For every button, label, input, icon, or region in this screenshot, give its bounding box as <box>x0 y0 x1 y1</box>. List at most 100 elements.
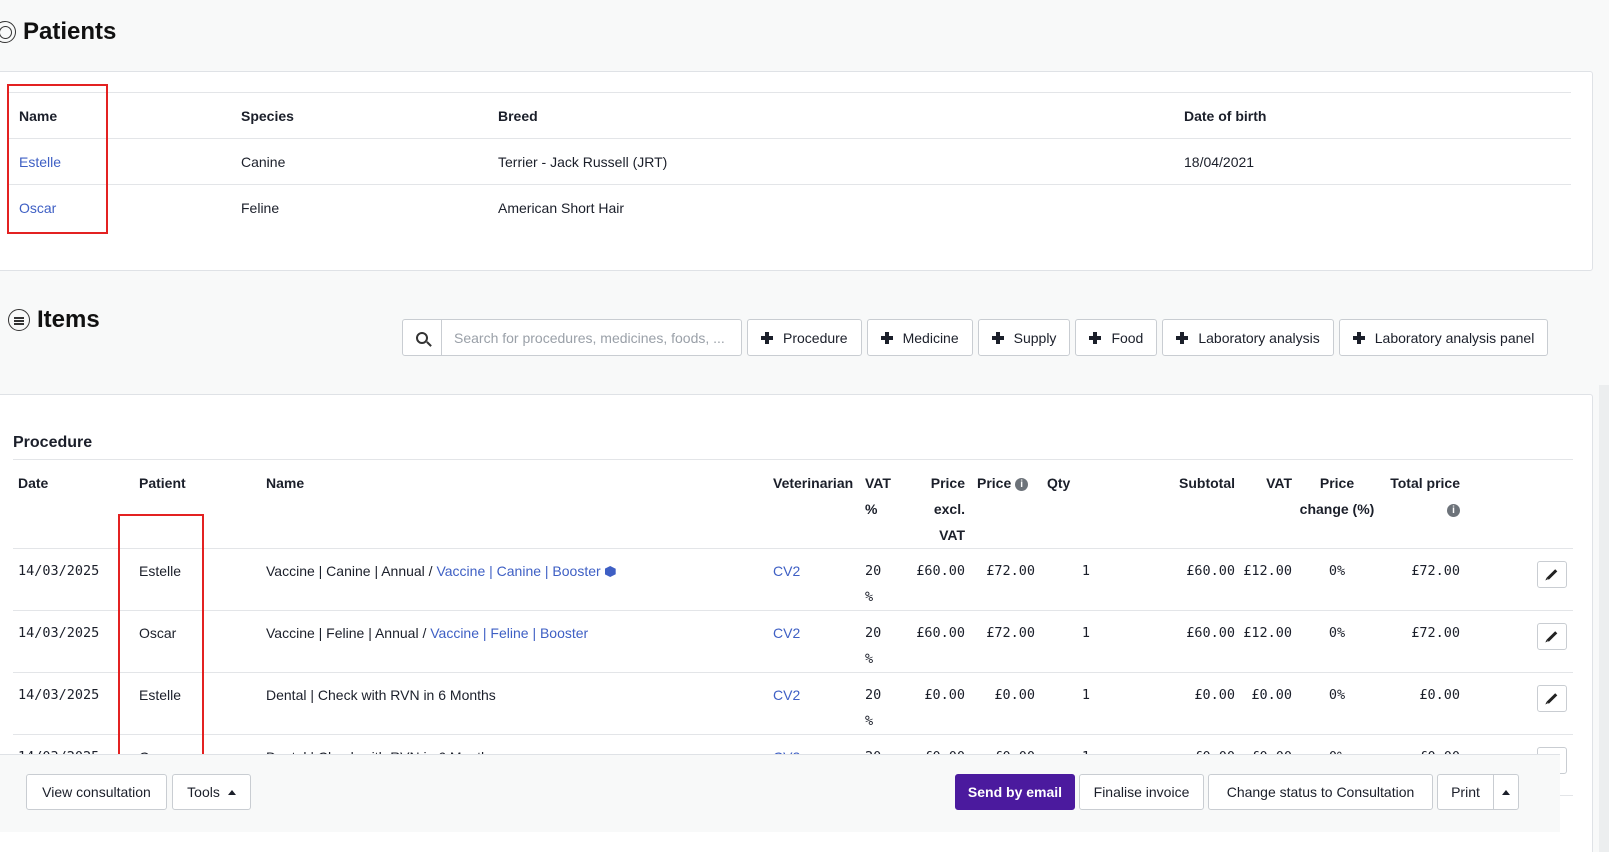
pencil-icon <box>1546 569 1558 580</box>
add-medicine-button[interactable]: Medicine <box>866 319 973 356</box>
row-price: £0.00 <box>965 672 1047 735</box>
row-vat-pct-value: 20 <box>865 687 882 703</box>
col-name: Name <box>266 459 773 549</box>
add-supply-button[interactable]: Supply <box>977 319 1071 356</box>
row-price: £72.00 <box>965 548 1047 611</box>
row-vat-pct: 20% <box>865 672 907 735</box>
row-price-excl: £0.00 <box>907 672 965 735</box>
search-button[interactable] <box>402 319 442 356</box>
row-actions <box>1460 610 1573 673</box>
patient-dob <box>1174 185 1571 231</box>
table-row: 14/03/2025 Oscar Vaccine | Feline | Annu… <box>13 610 1573 673</box>
col-vat-pct-line2: % <box>865 501 878 517</box>
col-total-price-label: Total price <box>1390 475 1460 491</box>
row-name: Dental | Check with RVN in 6 Months <box>266 672 773 735</box>
view-consultation-button[interactable]: View consultation <box>26 774 167 810</box>
plus-icon <box>991 331 1004 344</box>
plus-icon <box>1352 331 1365 344</box>
patients-table: Name Species Breed Date of birth Estelle… <box>9 92 1571 231</box>
change-status-button[interactable]: Change status to Consultation <box>1208 774 1433 810</box>
row-price-change: 0% <box>1292 672 1382 735</box>
col-breed: Breed <box>488 92 1174 139</box>
col-price-label: Price <box>977 475 1012 491</box>
list-icon <box>8 309 30 331</box>
package-icon <box>604 566 616 577</box>
row-name: Vaccine | Canine | Annual / Vaccine | Ca… <box>266 548 773 611</box>
row-price: £72.00 <box>965 610 1047 673</box>
row-vat-pct-value: 20 <box>865 563 882 579</box>
caret-up-icon <box>1502 789 1510 795</box>
col-date: Date <box>13 459 139 549</box>
row-patient: Estelle <box>139 548 266 611</box>
row-subtotal: £60.00 <box>1102 610 1235 673</box>
table-row: 14/03/2025 Estelle Vaccine | Canine | An… <box>13 548 1573 611</box>
add-lab-panel-button[interactable]: Laboratory analysis panel <box>1338 319 1549 356</box>
add-procedure-button[interactable]: Procedure <box>747 319 862 356</box>
patient-breed: Terrier - Jack Russell (JRT) <box>488 138 1174 185</box>
caret-up-icon <box>227 789 236 795</box>
row-name-link[interactable]: Vaccine | Canine | Booster <box>436 563 601 579</box>
tools-dropdown-button[interactable]: Tools <box>172 774 251 810</box>
info-icon[interactable]: i <box>1447 503 1460 517</box>
col-species: Species <box>231 92 488 139</box>
row-vat-pct-unit: % <box>865 713 874 729</box>
procedure-header-row: Date Patient Name Veterinarian VAT% Pric… <box>13 459 1573 549</box>
table-row: Estelle Canine Terrier - Jack Russell (J… <box>9 138 1571 185</box>
table-row: Oscar Feline American Short Hair <box>9 185 1571 231</box>
row-name: Vaccine | Feline | Annual / Vaccine | Fe… <box>266 610 773 673</box>
col-price-excl-line1: Price <box>930 475 965 491</box>
patients-card: Name Species Breed Date of birth Estelle… <box>0 71 1593 271</box>
finalise-invoice-button[interactable]: Finalise invoice <box>1079 774 1204 810</box>
procedure-table: Date Patient Name Veterinarian VAT% Pric… <box>13 459 1573 796</box>
row-vet-link[interactable]: CV2 <box>773 610 865 673</box>
plus-icon <box>1089 331 1102 344</box>
row-vat: £12.00 <box>1235 548 1292 611</box>
button-label: Laboratory analysis <box>1198 329 1320 346</box>
edit-button[interactable] <box>1537 561 1567 588</box>
patient-species: Canine <box>231 138 488 185</box>
patients-header-row: Name Species Breed Date of birth <box>9 92 1571 139</box>
row-price-change: 0% <box>1292 548 1382 611</box>
row-vat-pct-value: 20 <box>865 625 882 641</box>
row-qty: 1 <box>1047 610 1102 673</box>
plus-icon <box>1176 331 1189 344</box>
button-label: Supply <box>1013 329 1057 346</box>
row-name-link[interactable]: Vaccine | Feline | Booster <box>430 625 589 641</box>
row-vet-link[interactable]: CV2 <box>773 548 865 611</box>
row-vet-link[interactable]: CV2 <box>773 672 865 735</box>
row-date: 14/03/2025 <box>13 548 139 611</box>
row-date: 14/03/2025 <box>13 672 139 735</box>
row-name-text: Vaccine | Canine | Annual / <box>266 563 437 579</box>
col-qty: Qty <box>1047 459 1102 549</box>
info-icon[interactable]: i <box>1015 477 1029 491</box>
send-by-email-button[interactable]: Send by email <box>955 774 1075 810</box>
button-label: Medicine <box>902 329 959 346</box>
add-lab-analysis-button[interactable]: Laboratory analysis <box>1162 319 1334 356</box>
patients-title: Patients <box>23 18 117 45</box>
row-vat-pct: 20% <box>865 548 907 611</box>
row-vat: £0.00 <box>1235 672 1292 735</box>
add-food-button[interactable]: Food <box>1075 319 1158 356</box>
scrollbar[interactable] <box>1599 385 1609 852</box>
patient-link-oscar[interactable]: Oscar <box>19 199 57 216</box>
edit-button[interactable] <box>1537 623 1567 650</box>
print-options-button[interactable] <box>1493 774 1519 810</box>
col-price-excl: Price excl. VAT <box>907 459 965 549</box>
search-input[interactable] <box>442 319 742 356</box>
row-vat-pct-unit: % <box>865 651 874 667</box>
col-patient: Patient <box>139 459 266 549</box>
col-price-excl-line3: VAT <box>939 527 965 543</box>
row-actions <box>1460 548 1573 611</box>
row-total: £0.00 <box>1382 672 1460 735</box>
col-dob: Date of birth <box>1174 92 1571 139</box>
patient-link-estelle[interactable]: Estelle <box>19 153 62 170</box>
edit-button[interactable] <box>1537 685 1567 712</box>
col-total-price: Total price i <box>1382 459 1460 549</box>
print-button[interactable]: Print <box>1437 774 1494 810</box>
row-subtotal: £60.00 <box>1102 548 1235 611</box>
row-total: £72.00 <box>1382 548 1460 611</box>
patients-heading: Patients <box>0 18 116 46</box>
col-price-change-line2: change (%) <box>1299 501 1375 517</box>
row-price-change: 0% <box>1292 610 1382 673</box>
